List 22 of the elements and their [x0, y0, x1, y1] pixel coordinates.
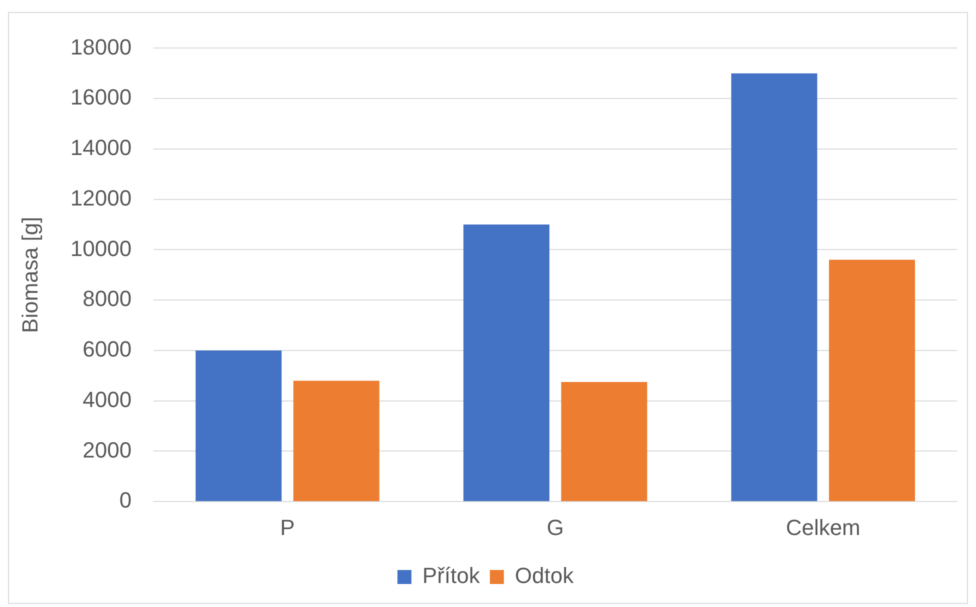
- y-axis-title: Biomasa [g]: [17, 216, 42, 333]
- bar: [196, 350, 282, 502]
- y-tick-label: 0: [119, 488, 132, 513]
- y-tick-label: 12000: [70, 185, 132, 210]
- x-tick-label: G: [546, 514, 564, 540]
- y-tick-label: 6000: [82, 336, 132, 362]
- y-tick-label: 2000: [82, 437, 132, 462]
- y-tick-label: 10000: [70, 236, 132, 261]
- y-tick-label: 8000: [82, 286, 132, 312]
- y-tick-label: 16000: [70, 84, 132, 110]
- y-tick-label: 18000: [70, 34, 132, 60]
- bar: [731, 73, 818, 502]
- y-tick-label: 4000: [82, 386, 132, 412]
- x-tick-label: P: [280, 514, 295, 540]
- x-tick-label: Celkem: [786, 514, 860, 540]
- legend-label: Přítok: [422, 563, 481, 588]
- bar: [463, 224, 550, 502]
- y-tick-label: 14000: [70, 135, 132, 160]
- bar: [828, 260, 915, 502]
- legend-label: Odtok: [514, 563, 575, 588]
- bar: [293, 380, 380, 502]
- bar: [561, 382, 648, 502]
